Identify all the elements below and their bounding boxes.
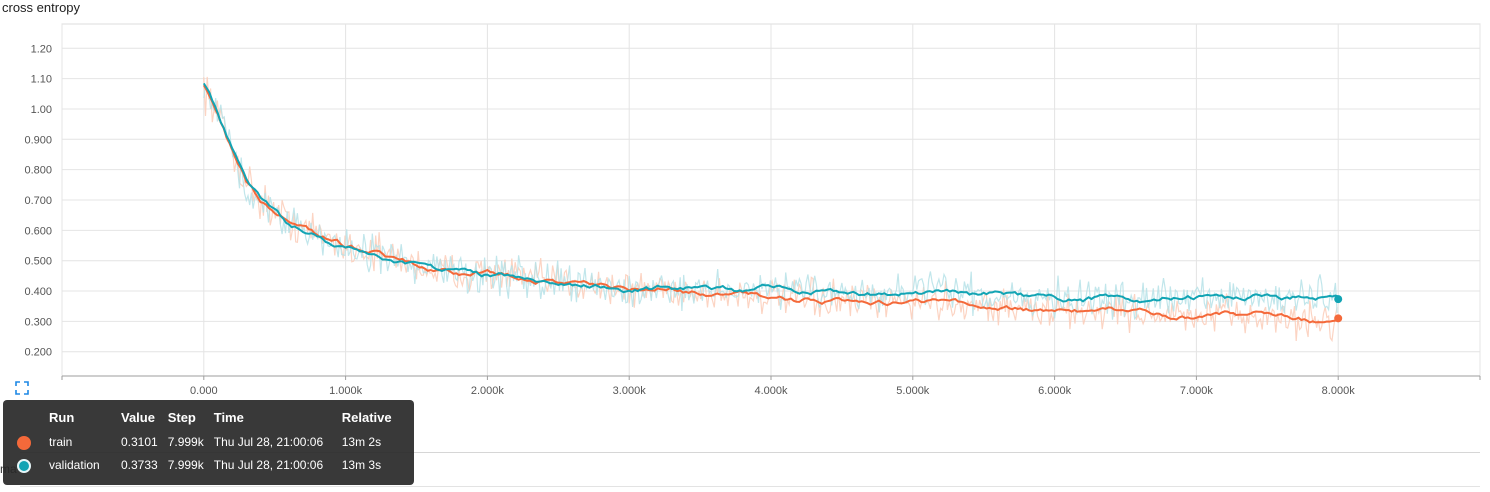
tooltip-table: Run Value Step Time Relative train 0.310… — [13, 408, 398, 477]
raw-series-layer — [203, 76, 1338, 343]
tooltip-swatch — [13, 454, 45, 477]
y-tick-label: 0.600 — [24, 225, 52, 237]
train-swatch — [17, 435, 31, 450]
x-tick-label: 7.000k — [1180, 385, 1214, 397]
series-layer — [202, 82, 1343, 324]
x-tick-label: 4.000k — [754, 385, 788, 397]
y-tick-label: 1.20 — [31, 43, 52, 55]
series-line-train — [202, 84, 1339, 324]
tooltip-run: validation — [49, 458, 100, 473]
y-tick-label: 0.700 — [24, 195, 52, 207]
tooltip-step: 7.999k — [167, 435, 204, 450]
series-line-validation — [202, 82, 1339, 304]
tooltip-header-row: Run Value Step Time Relative — [13, 408, 398, 431]
end-point-validation — [1334, 295, 1343, 304]
x-tick-label: 2.000k — [471, 385, 505, 397]
y-tick-label: 0.200 — [24, 347, 52, 359]
y-tick-label: 1.10 — [31, 74, 52, 86]
expand-icon[interactable] — [15, 381, 29, 395]
x-tick-label: 5.000k — [896, 385, 930, 397]
divider — [20, 452, 1480, 453]
chart-title: cross entropy — [2, 0, 81, 15]
y-tick-label: 0.900 — [24, 134, 52, 146]
validation-swatch — [17, 458, 31, 473]
tooltip-value: 0.3733 — [121, 458, 158, 473]
tooltip-run: train — [49, 435, 73, 450]
tooltip-swatch-header — [13, 408, 45, 431]
chart-plot: 0.200 0.300 0.400 0.500 0.600 0.700 0.800 0.900… — [24, 23, 1481, 397]
tooltip: Run Value Step Time Relative train 0.310… — [3, 400, 414, 485]
tooltip-row-train: train 0.3101 7.999k Thu Jul 28, 21:00:06… — [13, 431, 398, 454]
tooltip-relative: 13m 3s — [341, 458, 382, 473]
tooltip-header-run: Run — [49, 410, 75, 425]
grid — [61, 23, 1481, 380]
tooltip-step: 7.999k — [167, 458, 204, 473]
x-tick-label: 0.000 — [190, 385, 218, 397]
tooltip-header-value: Value — [121, 410, 155, 425]
tooltip-row-validation: validation 0.3733 7.999k Thu Jul 28, 21:… — [13, 454, 398, 477]
tooltip-header-time: Time — [213, 410, 244, 425]
tooltip-time: Thu Jul 28, 21:00:06 — [213, 458, 324, 473]
divider — [20, 486, 1480, 487]
tooltip-relative: 13m 2s — [341, 435, 382, 450]
end-point-train — [1334, 314, 1343, 323]
y-tick-label: 1.00 — [31, 104, 52, 116]
tooltip-value: 0.3101 — [121, 435, 158, 450]
tooltip-swatch — [13, 431, 45, 454]
x-tick-label: 1.000k — [329, 385, 363, 397]
y-tick-label: 0.300 — [24, 316, 52, 328]
tick-labels: 0.200 0.300 0.400 0.500 0.600 0.700 0.800 0.900… — [24, 43, 1355, 397]
x-tick-label: 3.000k — [613, 385, 647, 397]
x-tick-label: 8.000k — [1322, 385, 1356, 397]
y-tick-label: 0.500 — [24, 256, 52, 268]
y-tick-label: 0.800 — [24, 165, 52, 177]
y-tick-label: 0.400 — [24, 286, 52, 298]
raw-line-validation — [203, 85, 1338, 321]
x-tick-label: 6.000k — [1038, 385, 1072, 397]
tooltip-time: Thu Jul 28, 21:00:06 — [213, 435, 324, 450]
tooltip-header-relative: Relative — [341, 410, 392, 425]
tooltip-header-step: Step — [167, 410, 196, 425]
